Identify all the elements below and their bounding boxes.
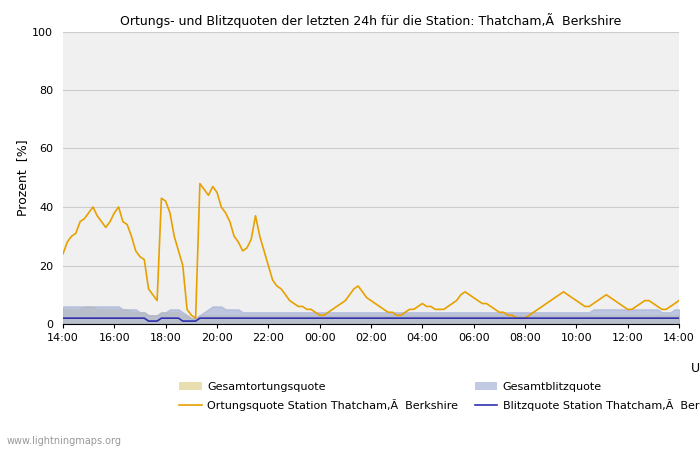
Text: www.lightningmaps.org: www.lightningmaps.org [7,436,122,446]
Legend: Gesamtortungsquote, Ortungsquote Station Thatcham,Ã  Berkshire, Gesamtblitzquote: Gesamtortungsquote, Ortungsquote Station… [179,382,700,411]
Y-axis label: Prozent  [%]: Prozent [%] [17,140,29,216]
Title: Ortungs- und Blitzquoten der letzten 24h für die Station: Thatcham,Ã  Berkshire: Ortungs- und Blitzquoten der letzten 24h… [120,13,622,27]
Text: Uhrzeit: Uhrzeit [692,362,700,375]
